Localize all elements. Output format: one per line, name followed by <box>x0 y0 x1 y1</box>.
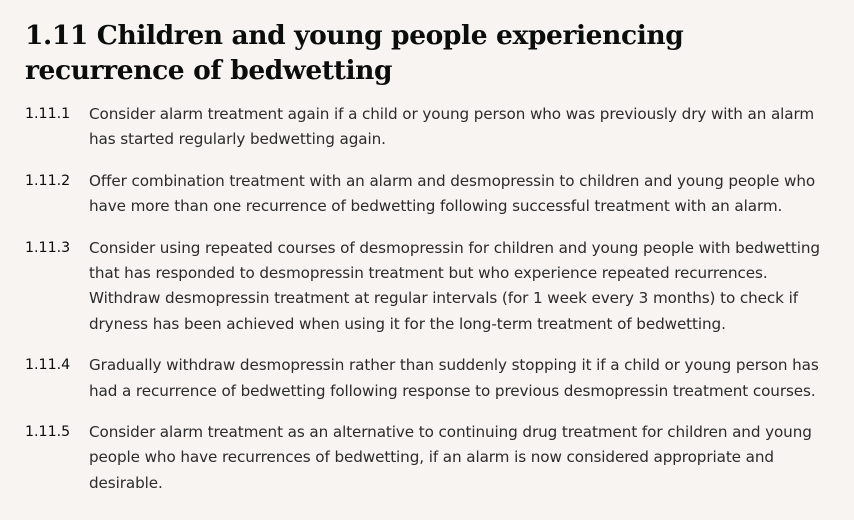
recommendation-item: 1.11.3 Consider using repeated courses o… <box>25 236 840 338</box>
recommendation-number: 1.11.4 <box>25 357 71 374</box>
recommendation-number: 1.11.5 <box>25 424 71 441</box>
recommendation-number: 1.11.2 <box>25 172 71 189</box>
recommendation-item: 1.11.4 Gradually withdraw desmopressin r… <box>25 353 840 404</box>
recommendation-text: Consider using repeated courses of desmo… <box>89 238 820 333</box>
recommendation-text: Consider alarm treatment as an alternati… <box>89 423 812 492</box>
recommendation-number: 1.11.3 <box>25 239 71 256</box>
section-title: 1.11 Children and young people experienc… <box>25 20 684 86</box>
recommendation-number: 1.11.1 <box>25 106 71 122</box>
recommendation-text: Offer combination treatment with an alar… <box>89 171 816 216</box>
recommendation-text: Consider alarm treatment again if a chil… <box>89 105 815 149</box>
recommendation-item: 1.11.2 Offer combination treatment with … <box>25 169 840 220</box>
recommendations-section: 1.11 Children and young people experienc… <box>25 18 840 512</box>
recommendation-item: 1.11.5 Consider alarm treatment as an al… <box>25 420 840 496</box>
recommendation-text: Gradually withdraw desmopressin rather t… <box>89 356 819 400</box>
recommendation-item: 1.11.1 Consider alarm treatment again if… <box>25 102 840 153</box>
